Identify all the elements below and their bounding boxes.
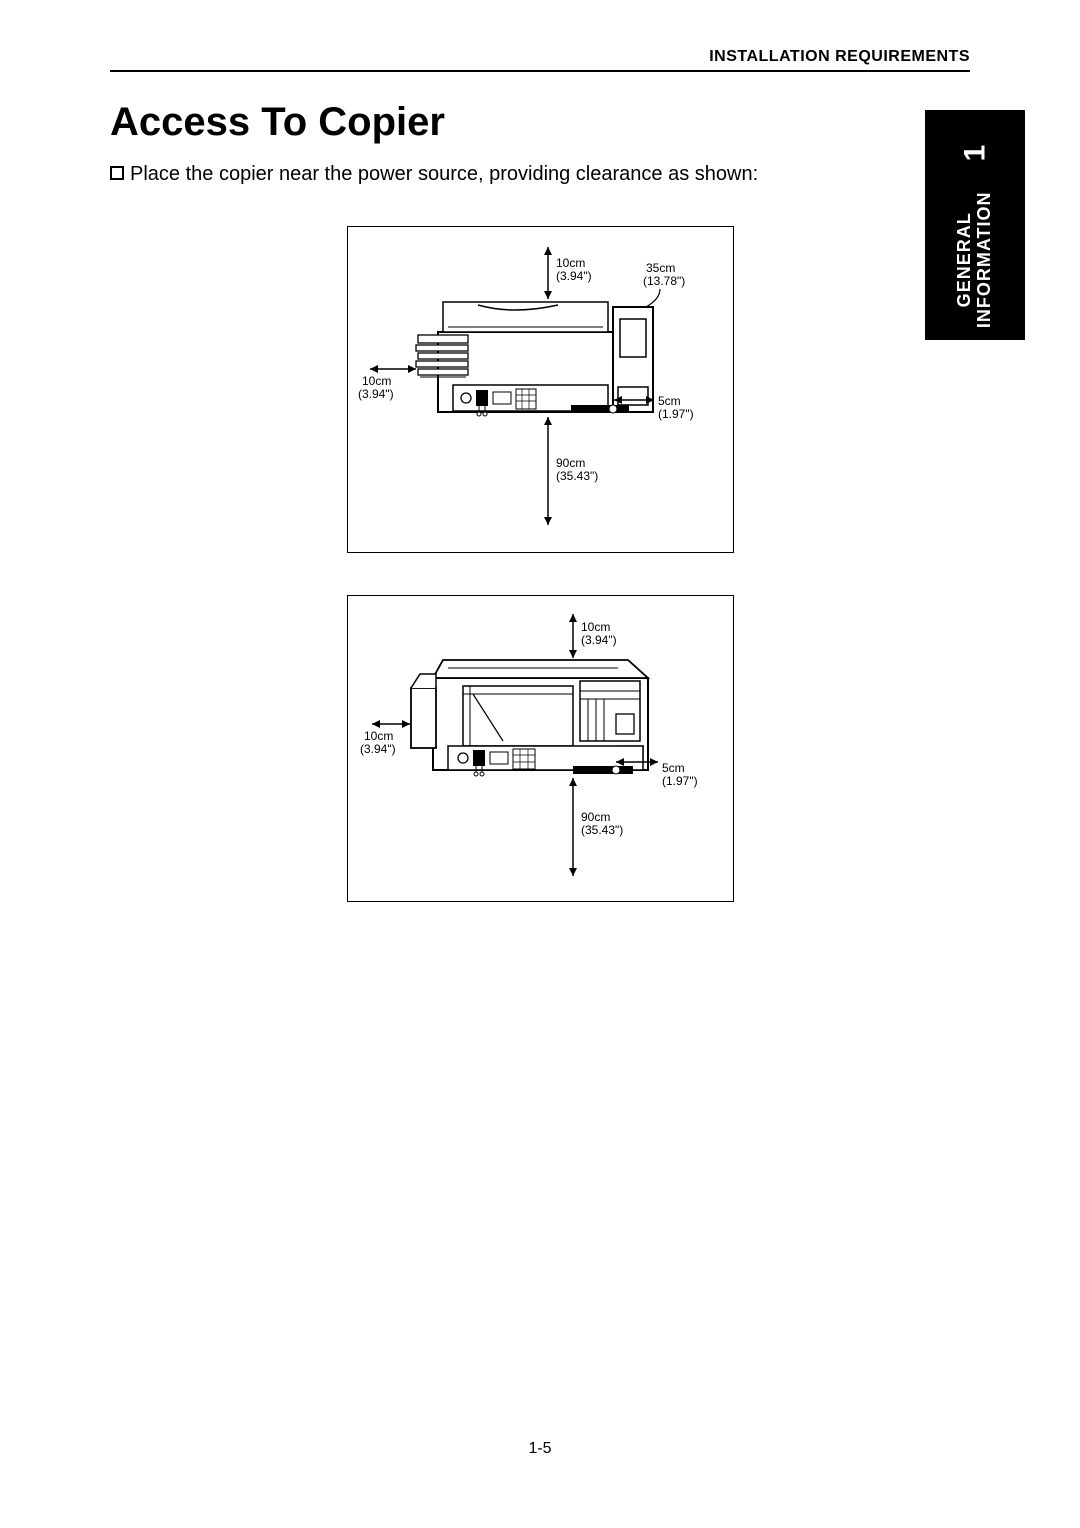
side-tab-label: GENERAL INFORMATION [955, 191, 995, 328]
diagram-1: 10cm (3.94") 35cm (13.78") 10cm (3.94") [347, 226, 734, 553]
d2-label-top: 10cm [581, 620, 610, 634]
svg-text:(35.43"): (35.43") [581, 823, 623, 837]
side-tab-number: 1 [958, 145, 992, 162]
d1-label-top-right: 35cm [646, 261, 675, 275]
d1-label-top-left: 10cm [556, 256, 585, 270]
d2-label-bottom: 90cm [581, 810, 610, 824]
svg-text:(1.97"): (1.97") [662, 774, 698, 788]
diagram-2: 10cm (3.94") 10cm (3.94") [347, 595, 734, 902]
d2-label-right: 5cm [662, 761, 685, 775]
header-rule: INSTALLATION REQUIREMENTS [110, 70, 970, 72]
side-tab: 1 GENERAL INFORMATION [925, 110, 1025, 340]
svg-text:(35.43"): (35.43") [556, 469, 598, 483]
svg-text:(1.97"): (1.97") [658, 407, 694, 421]
page-container: INSTALLATION REQUIREMENTS 1 GENERAL INFO… [0, 0, 1080, 942]
svg-text:(3.94"): (3.94") [556, 269, 592, 283]
d2-label-left: 10cm [364, 729, 393, 743]
diagram-2-svg: 10cm (3.94") 10cm (3.94") [348, 596, 733, 896]
d1-label-right: 5cm [658, 394, 681, 408]
page-title: Access To Copier [110, 100, 970, 145]
instruction-text: Place the copier near the power source, … [110, 163, 970, 186]
svg-text:(13.78"): (13.78") [643, 274, 685, 288]
page-number: 1-5 [528, 1440, 551, 1458]
d1-label-left: 10cm [362, 374, 391, 388]
header-section-title: INSTALLATION REQUIREMENTS [709, 48, 970, 66]
d1-label-bottom: 90cm [556, 456, 585, 470]
svg-text:(3.94"): (3.94") [581, 633, 617, 647]
diagram-container: 10cm (3.94") 35cm (13.78") 10cm (3.94") [110, 226, 970, 902]
svg-text:(3.94"): (3.94") [358, 387, 394, 401]
svg-text:(3.94"): (3.94") [360, 742, 396, 756]
diagram-1-svg: 10cm (3.94") 35cm (13.78") 10cm (3.94") [348, 227, 733, 547]
bullet-icon [110, 166, 124, 180]
